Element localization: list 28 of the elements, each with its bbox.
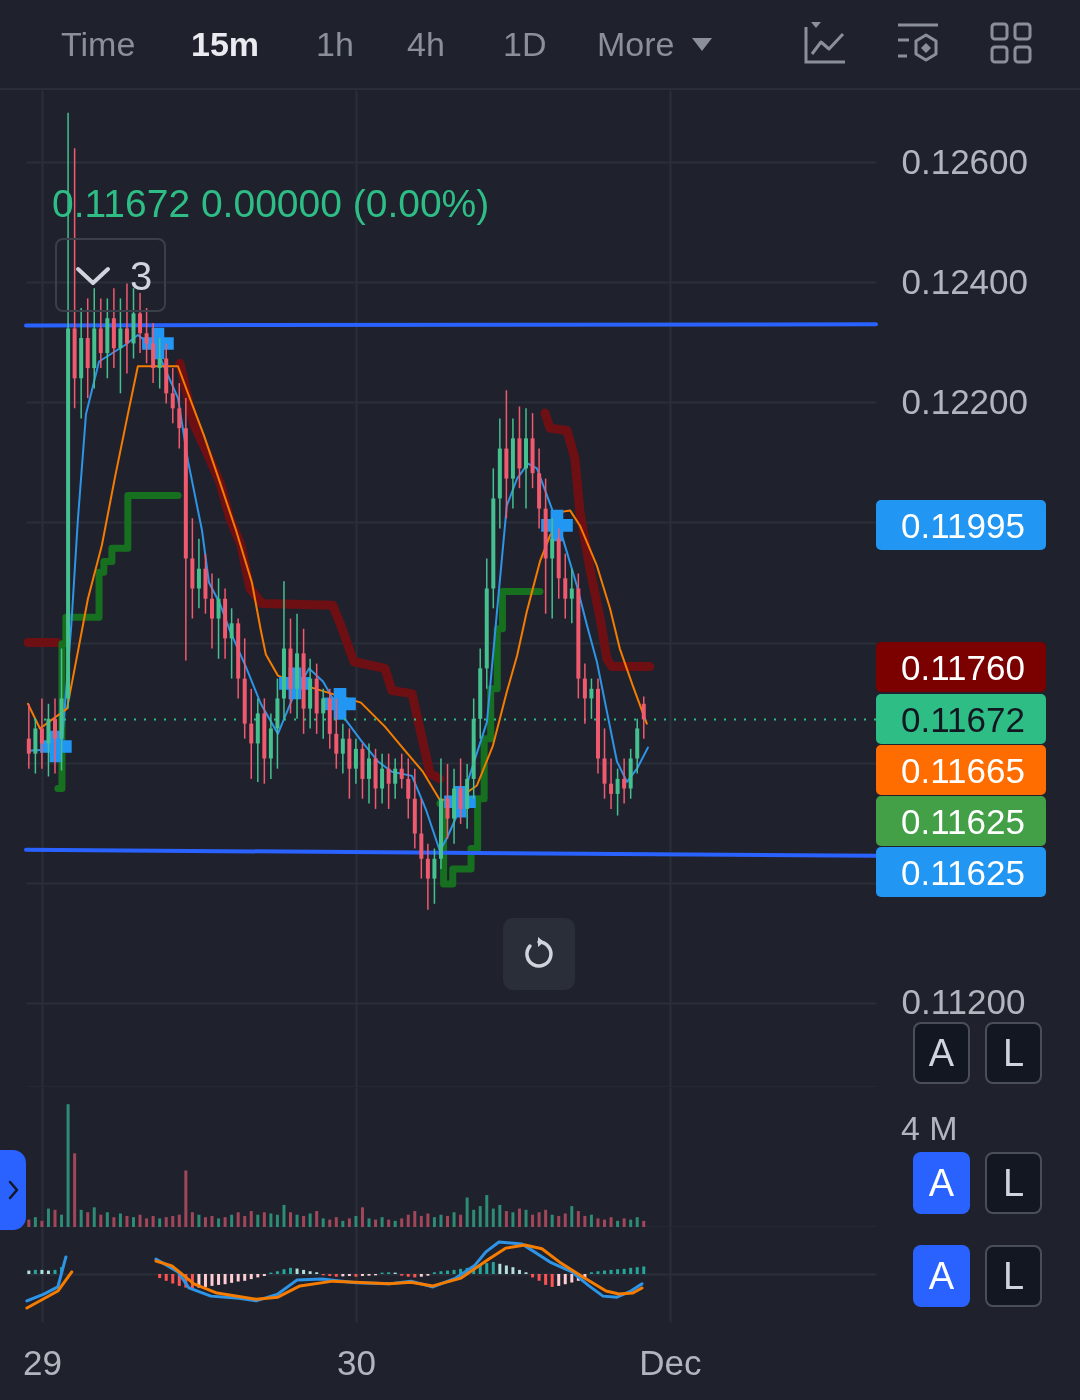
- y-tick-label: 0.12600: [901, 141, 1029, 181]
- text: 1h: [316, 25, 354, 63]
- annotation: 3: [130, 254, 153, 298]
- toggle-button: L: [985, 1022, 1042, 1084]
- text: 0.11625: [901, 853, 1025, 893]
- text: 0.11665: [901, 751, 1025, 791]
- ref-line-label: 0.11672: [901, 700, 1025, 740]
- text: 4h: [407, 25, 445, 63]
- toggle-button: 3: [55, 238, 166, 312]
- x-tick-label: 29: [22, 1342, 62, 1382]
- y-tick-label: 0.12200: [901, 381, 1029, 421]
- x-tick-label: 30: [336, 1342, 376, 1382]
- y-tick-label: 0.12400: [901, 261, 1029, 301]
- toggle-button: A: [913, 1152, 970, 1214]
- toggle-button: A: [913, 1245, 970, 1307]
- text: 0.11760: [901, 648, 1025, 687]
- x-tick-label: Dec: [639, 1342, 702, 1382]
- toggle-button: L: [985, 1245, 1042, 1307]
- text: Time: [61, 25, 136, 63]
- y-tick-label: 0.11200: [901, 982, 1026, 1022]
- toggle-button: A: [913, 1022, 970, 1084]
- text: 0.11625: [901, 802, 1025, 842]
- text: 4 M: [901, 1109, 958, 1147]
- text: More: [597, 25, 675, 63]
- toggle-button: L: [985, 1152, 1042, 1214]
- text: 15m: [191, 25, 260, 63]
- text: 0.11995: [901, 506, 1025, 545]
- text: 1D: [503, 25, 547, 63]
